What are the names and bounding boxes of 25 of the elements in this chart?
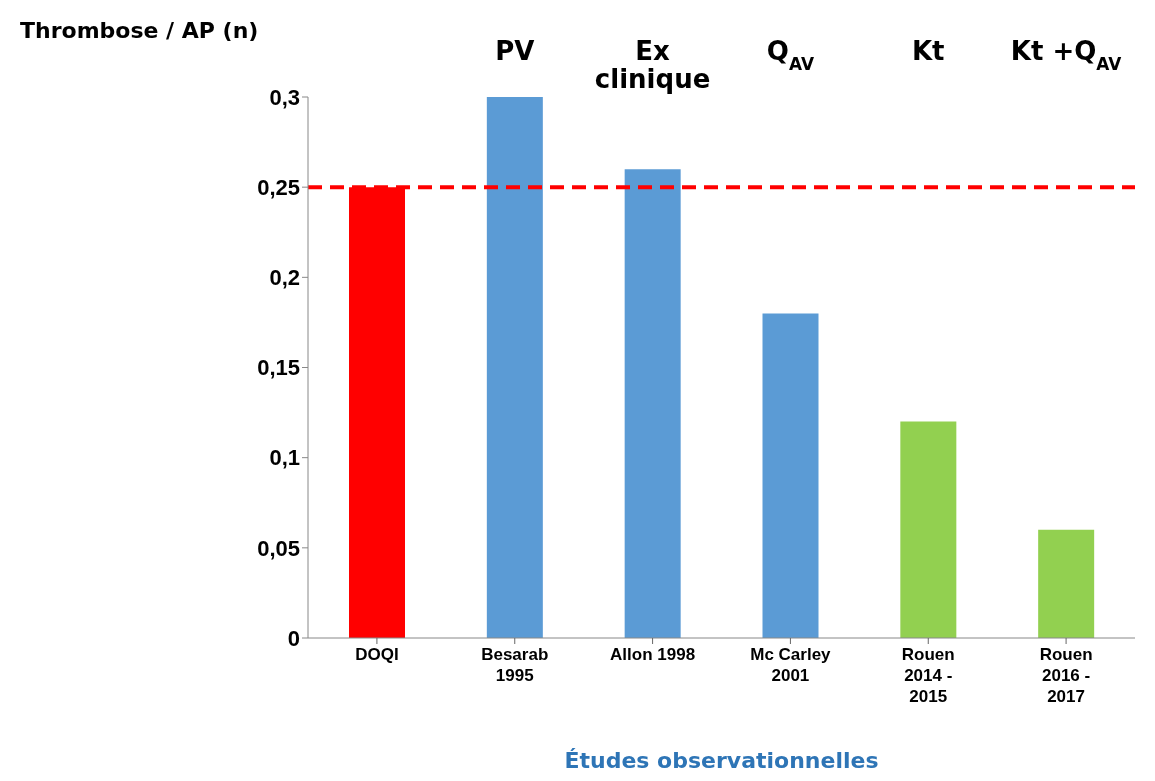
x-tick-label: Rouen 2016 - 2017	[1039, 645, 1093, 706]
y-tick-label: 0,3	[269, 84, 300, 110]
bar	[624, 169, 681, 638]
y-axis-title: Thrombose / AP (n)	[20, 18, 259, 43]
x-tick-label: Besarab 1995	[481, 645, 549, 685]
x-tick-label: DOQI	[355, 645, 399, 664]
x-tick-label: Allon 1998	[610, 645, 696, 664]
text: Q$_{AV}$	[766, 36, 814, 74]
x-tick-label: Mc Carley 2001	[750, 645, 832, 685]
x-axis-title: Études observationnelles	[564, 748, 879, 773]
bar	[762, 313, 819, 638]
y-tick-label: 0,15	[257, 355, 300, 381]
y-tick-label: 0,1	[269, 445, 300, 471]
bar	[486, 97, 543, 638]
y-tick-label: 0	[287, 625, 300, 651]
text: Kt	[911, 36, 945, 66]
y-tick-label: 0,25	[257, 174, 300, 200]
text: PV	[495, 36, 535, 66]
x-tick-label: Rouen 2014 - 2015	[901, 645, 955, 706]
y-tick-label: 0,2	[269, 265, 300, 291]
text: Ex clinique	[594, 36, 711, 94]
bar	[900, 421, 957, 638]
bar	[1038, 529, 1095, 638]
y-tick-label: 0,05	[257, 535, 300, 561]
text: Kt +Q$_{AV}$	[1010, 36, 1122, 74]
